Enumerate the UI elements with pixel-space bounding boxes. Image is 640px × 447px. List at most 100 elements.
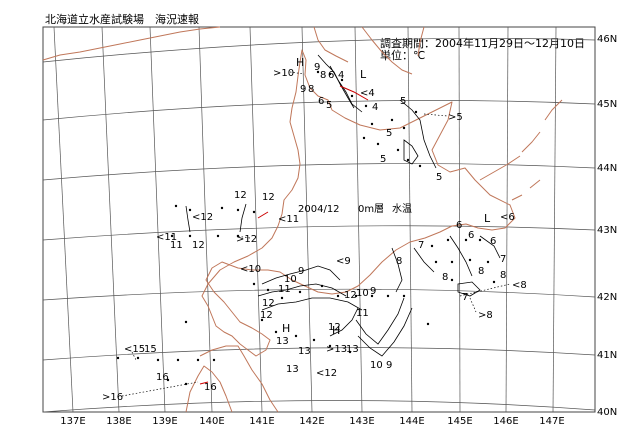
meridian-139 (149, 26, 166, 413)
contour-central-10 (261, 265, 341, 285)
pressure-marks: H L H L H (282, 56, 491, 337)
leader-gt10 (289, 71, 305, 75)
station (252, 210, 256, 214)
continent-coastline (42, 26, 221, 61)
map-frame (42, 26, 596, 413)
station (486, 260, 490, 264)
meridian-145 (458, 26, 461, 413)
station (434, 260, 438, 264)
station (274, 330, 278, 334)
temp-label: <8 (512, 280, 527, 291)
contour-east-8 (391, 247, 435, 293)
station (116, 356, 120, 360)
station (336, 294, 340, 298)
temp-label: <6 (500, 212, 515, 223)
temp-label: >13 (326, 344, 347, 355)
station (350, 94, 354, 98)
high-mark: H (282, 322, 290, 335)
contour-ne-loop (403, 139, 419, 165)
temp-label: 7 (462, 292, 468, 303)
station (446, 238, 450, 242)
station (156, 358, 160, 362)
lon-tick-label: 140E (199, 416, 224, 427)
lon-tick-label: 138E (106, 416, 131, 427)
highlight-lines (199, 85, 369, 385)
station (260, 318, 264, 322)
survey-period: 調査期間：2004年11月29日〜12月10日 (380, 37, 585, 50)
meridian-147 (552, 26, 557, 413)
station (312, 338, 316, 342)
temp-label: 9 (314, 62, 320, 73)
lon-tick-label: 146E (493, 416, 518, 427)
temp-label: 11 (356, 308, 369, 319)
station (236, 208, 240, 212)
station (176, 358, 180, 362)
temp-label: 11 (170, 240, 183, 251)
leader-gt8 (469, 297, 477, 313)
station (468, 258, 472, 262)
temp-label: 8 (478, 266, 484, 277)
meridian-137 (53, 26, 74, 413)
temp-label: 5 (400, 96, 406, 107)
sakhalin-coastline (313, 26, 425, 75)
hokkaido-coastline (201, 49, 516, 357)
station (266, 288, 270, 292)
temp-label: 9 (370, 286, 376, 297)
station (364, 104, 368, 108)
temp-label: 13 (346, 344, 359, 355)
station (298, 290, 302, 294)
lat-tick-label: 43N (597, 225, 617, 236)
parallel-45 (42, 100, 596, 121)
station (216, 234, 220, 238)
temp-label: 4 (372, 102, 378, 113)
temp-label: 10 (356, 288, 369, 299)
temp-label: 8 (442, 272, 448, 283)
contour-central-12 (261, 297, 363, 311)
temp-label: 8 (320, 70, 326, 81)
temp-label: 6 (318, 96, 324, 107)
temp-label: <15 (124, 344, 145, 355)
temp-label: 10 (284, 274, 297, 285)
temp-label: >12 (236, 234, 257, 245)
parallel-41 (42, 347, 596, 361)
leader-lt8 (459, 283, 511, 297)
parallel-46 (42, 37, 596, 63)
temp-label: 5 (326, 100, 332, 111)
temp-label: 9 (386, 360, 392, 371)
temp-label: 6 (468, 230, 474, 241)
lon-tick-label: 137E (60, 416, 85, 427)
station (220, 206, 224, 210)
temp-label: 12 (262, 192, 275, 203)
leader-lt15 (131, 351, 137, 361)
station (390, 118, 394, 122)
temperature-contours (185, 54, 501, 357)
station (450, 278, 454, 282)
contour-south-13 (329, 307, 359, 337)
high-mark: H (296, 56, 304, 69)
temp-label: 13 (298, 346, 311, 357)
meridian-141 (249, 26, 263, 413)
meridian-138 (101, 26, 120, 413)
station (464, 238, 468, 242)
temp-label: 10 (370, 360, 383, 371)
map-variable: 水温 (392, 203, 412, 215)
contour-northeast (399, 99, 437, 169)
meridian-lines (53, 26, 557, 413)
lat-tick-label: 46N (597, 34, 617, 45)
low-mark: L (484, 212, 491, 225)
temp-label: 12 (262, 298, 275, 309)
station (414, 110, 418, 114)
parallel-44 (42, 163, 596, 181)
station (478, 238, 482, 242)
lon-tick-label: 139E (152, 416, 177, 427)
station (426, 322, 430, 326)
station (406, 158, 410, 162)
meridian-144 (407, 26, 413, 413)
station (236, 234, 240, 238)
map-title: 2004/12 0m層 水温 (298, 203, 412, 215)
station (450, 260, 454, 264)
station (184, 320, 188, 324)
lon-tick-label: 143E (349, 416, 374, 427)
map-layer: 0m層 (358, 203, 384, 215)
station (396, 148, 400, 152)
